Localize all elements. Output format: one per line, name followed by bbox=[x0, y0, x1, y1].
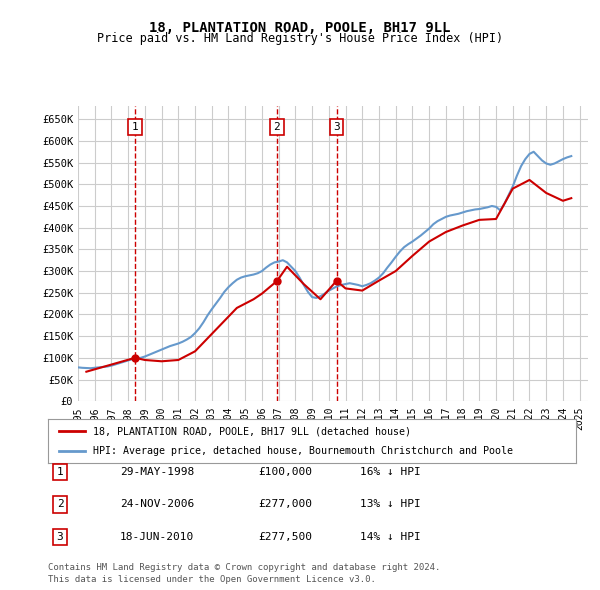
Text: £277,000: £277,000 bbox=[258, 500, 312, 509]
Text: 13% ↓ HPI: 13% ↓ HPI bbox=[360, 500, 421, 509]
Text: 1: 1 bbox=[131, 122, 139, 132]
Text: 18-JUN-2010: 18-JUN-2010 bbox=[120, 532, 194, 542]
Text: Contains HM Land Registry data © Crown copyright and database right 2024.: Contains HM Land Registry data © Crown c… bbox=[48, 563, 440, 572]
Text: 3: 3 bbox=[56, 532, 64, 542]
Text: 18, PLANTATION ROAD, POOLE, BH17 9LL (detached house): 18, PLANTATION ROAD, POOLE, BH17 9LL (de… bbox=[93, 427, 411, 436]
Text: 18, PLANTATION ROAD, POOLE, BH17 9LL: 18, PLANTATION ROAD, POOLE, BH17 9LL bbox=[149, 21, 451, 35]
Text: 2: 2 bbox=[274, 122, 280, 132]
Text: This data is licensed under the Open Government Licence v3.0.: This data is licensed under the Open Gov… bbox=[48, 575, 376, 584]
Text: 2: 2 bbox=[56, 500, 64, 509]
Text: HPI: Average price, detached house, Bournemouth Christchurch and Poole: HPI: Average price, detached house, Bour… bbox=[93, 446, 513, 455]
Text: 1: 1 bbox=[56, 467, 64, 477]
Text: Price paid vs. HM Land Registry's House Price Index (HPI): Price paid vs. HM Land Registry's House … bbox=[97, 32, 503, 45]
Text: 16% ↓ HPI: 16% ↓ HPI bbox=[360, 467, 421, 477]
Text: 3: 3 bbox=[333, 122, 340, 132]
Text: 29-MAY-1998: 29-MAY-1998 bbox=[120, 467, 194, 477]
Text: 14% ↓ HPI: 14% ↓ HPI bbox=[360, 532, 421, 542]
Text: £277,500: £277,500 bbox=[258, 532, 312, 542]
Text: 24-NOV-2006: 24-NOV-2006 bbox=[120, 500, 194, 509]
Text: £100,000: £100,000 bbox=[258, 467, 312, 477]
